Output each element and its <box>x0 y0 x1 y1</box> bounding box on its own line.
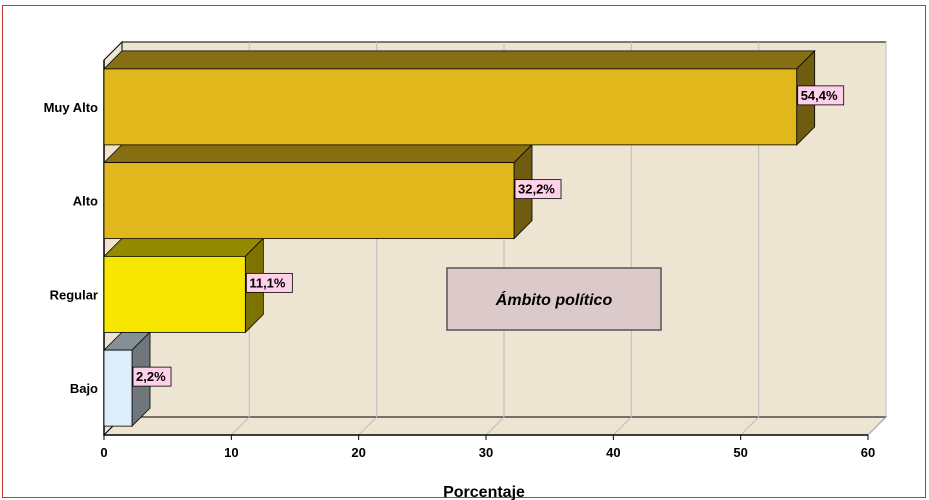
data-label: 32,2% <box>518 182 555 197</box>
x-axis-title: Porcentaje <box>443 484 525 500</box>
x-tick-label: 50 <box>733 445 747 460</box>
bar <box>103 255 246 333</box>
gridline-floor <box>740 416 760 436</box>
bar-top <box>103 50 816 70</box>
category-label: Bajo <box>70 381 98 396</box>
category-label: Alto <box>73 194 98 209</box>
data-label-bg <box>132 366 172 387</box>
data-label: 2,2% <box>136 369 166 384</box>
x-tick-label: 0 <box>100 445 107 460</box>
x-tick-label: 20 <box>351 445 365 460</box>
annotation-text: Ámbito político <box>495 290 613 309</box>
category-label: Regular <box>50 287 98 302</box>
category-label: Muy Alto <box>44 100 98 115</box>
annotation-box <box>446 267 662 331</box>
chart-frame <box>2 5 926 498</box>
bar-top <box>103 237 265 257</box>
x-tick-label: 30 <box>479 445 493 460</box>
data-label: 11,1% <box>249 275 286 290</box>
data-label-bg <box>797 85 845 106</box>
x-tick-label: 10 <box>224 445 238 460</box>
bar <box>103 68 798 146</box>
data-label: 54,4% <box>801 88 838 103</box>
x-tick-label: 40 <box>606 445 620 460</box>
gridline-floor <box>485 416 505 436</box>
bar-top <box>103 144 533 164</box>
x-tick-label: 60 <box>861 445 875 460</box>
gridline-floor <box>230 416 250 436</box>
gridline-floor <box>358 416 378 436</box>
gridline-floor <box>867 416 887 436</box>
bar <box>103 162 515 240</box>
data-label-bg <box>245 272 293 293</box>
gridline-floor <box>612 416 632 436</box>
bar <box>103 349 133 427</box>
data-label-bg <box>514 179 562 200</box>
